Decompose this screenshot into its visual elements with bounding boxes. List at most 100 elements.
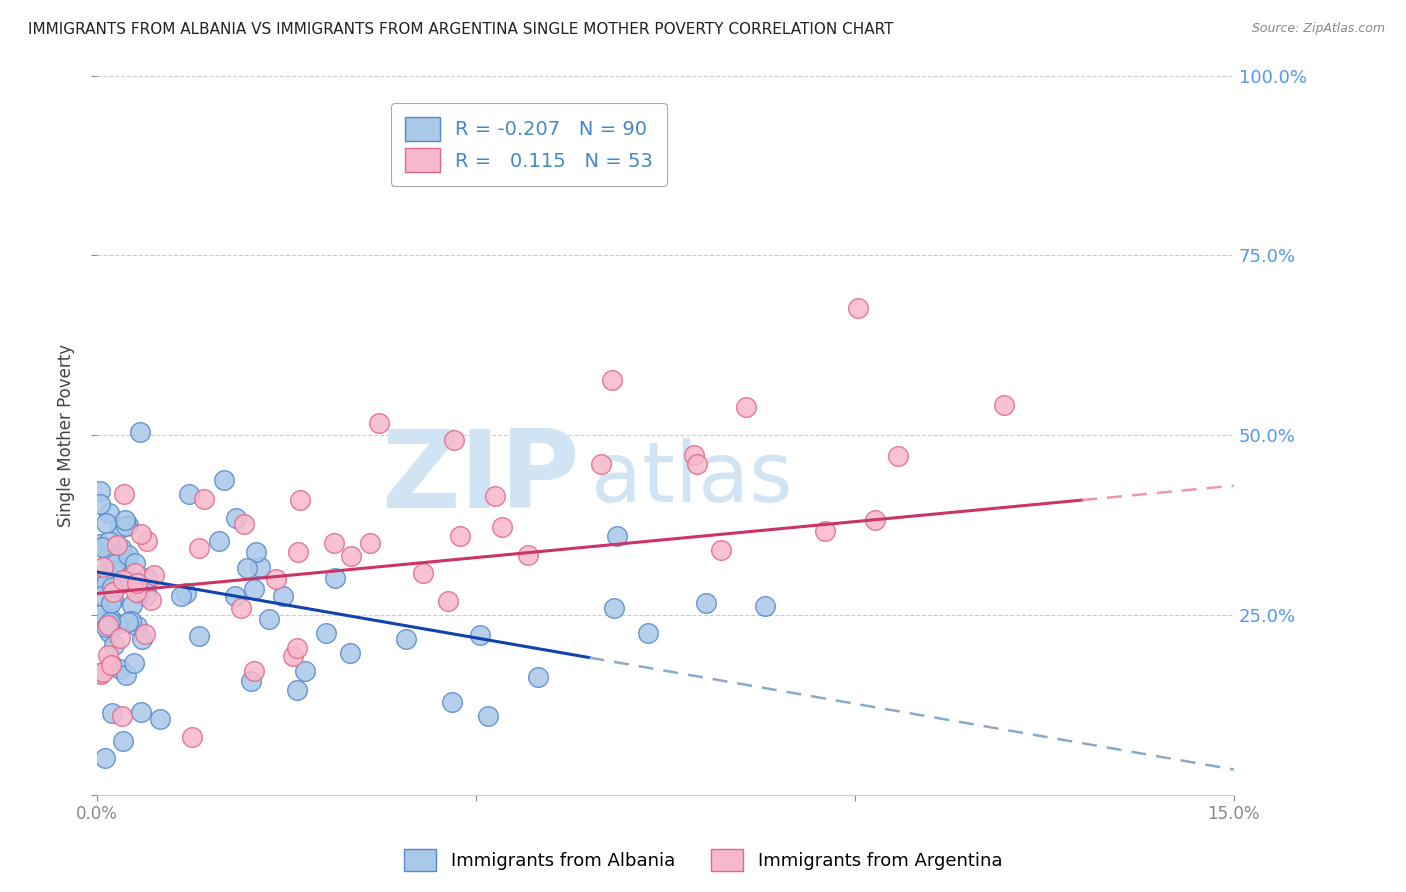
Point xyxy=(114,513,136,527)
Point xyxy=(436,594,458,608)
Point xyxy=(89,665,111,680)
Point xyxy=(117,615,139,629)
Point xyxy=(117,548,139,562)
Point xyxy=(149,712,172,726)
Point xyxy=(443,433,465,447)
Point xyxy=(193,491,215,506)
Point xyxy=(143,568,166,582)
Point xyxy=(249,559,271,574)
Point xyxy=(114,519,136,533)
Point xyxy=(89,536,111,550)
Point xyxy=(863,513,886,527)
Point xyxy=(887,450,910,464)
Point xyxy=(287,545,309,559)
Legend: Immigrants from Albania, Immigrants from Argentina: Immigrants from Albania, Immigrants from… xyxy=(396,842,1010,879)
Point xyxy=(107,578,129,592)
Y-axis label: Single Mother Poverty: Single Mother Poverty xyxy=(58,343,75,527)
Point xyxy=(121,598,143,612)
Point xyxy=(112,487,135,501)
Point xyxy=(103,561,125,575)
Point xyxy=(323,536,346,550)
Point xyxy=(491,520,513,534)
Point xyxy=(96,618,118,632)
Point xyxy=(177,487,200,501)
Point xyxy=(236,561,259,575)
Text: ZIP: ZIP xyxy=(381,425,579,532)
Point xyxy=(125,576,148,591)
Point xyxy=(517,549,540,563)
Point xyxy=(89,483,111,498)
Legend: R = -0.207   N = 90, R =   0.115   N = 53: R = -0.207 N = 90, R = 0.115 N = 53 xyxy=(391,103,666,186)
Point xyxy=(101,706,124,720)
Point xyxy=(141,593,163,607)
Point xyxy=(181,731,204,745)
Point xyxy=(127,619,149,633)
Point xyxy=(283,649,305,664)
Point xyxy=(187,629,209,643)
Point xyxy=(94,516,117,530)
Point xyxy=(97,549,120,563)
Point xyxy=(105,538,128,552)
Point xyxy=(128,584,150,599)
Point xyxy=(245,545,267,559)
Point xyxy=(135,590,157,604)
Point xyxy=(208,533,231,548)
Point xyxy=(110,662,132,676)
Point xyxy=(94,750,117,764)
Point xyxy=(110,631,132,645)
Point xyxy=(89,497,111,511)
Text: Source: ZipAtlas.com: Source: ZipAtlas.com xyxy=(1251,22,1385,36)
Point xyxy=(231,601,253,615)
Point xyxy=(100,569,122,583)
Point xyxy=(111,709,134,723)
Point xyxy=(484,489,506,503)
Point xyxy=(108,521,131,535)
Point xyxy=(98,506,121,520)
Point xyxy=(110,541,132,556)
Point xyxy=(368,417,391,431)
Point xyxy=(103,584,125,599)
Point xyxy=(129,705,152,719)
Point xyxy=(136,571,159,585)
Point xyxy=(124,557,146,571)
Point xyxy=(468,627,491,641)
Point xyxy=(287,683,309,698)
Point xyxy=(129,527,152,541)
Point xyxy=(112,734,135,748)
Point xyxy=(394,632,416,646)
Point xyxy=(315,626,337,640)
Point xyxy=(94,614,117,628)
Point xyxy=(97,534,120,549)
Point xyxy=(600,373,623,387)
Point xyxy=(754,599,776,614)
Point xyxy=(589,458,612,472)
Point xyxy=(104,558,127,572)
Point xyxy=(340,549,363,564)
Point xyxy=(993,398,1015,412)
Point xyxy=(233,517,256,532)
Point xyxy=(122,656,145,670)
Point xyxy=(91,665,114,679)
Point xyxy=(170,589,193,603)
Point xyxy=(848,301,870,316)
Point xyxy=(96,574,118,589)
Point xyxy=(100,657,122,672)
Point xyxy=(412,566,434,580)
Point xyxy=(97,624,120,639)
Point xyxy=(117,517,139,532)
Point xyxy=(129,425,152,440)
Point xyxy=(259,612,281,626)
Point xyxy=(91,590,114,604)
Point xyxy=(441,695,464,709)
Point xyxy=(91,559,114,574)
Text: atlas: atlas xyxy=(592,438,793,519)
Point xyxy=(242,582,264,596)
Point xyxy=(449,528,471,542)
Point xyxy=(101,658,124,673)
Point xyxy=(710,543,733,558)
Point xyxy=(339,646,361,660)
Point xyxy=(108,575,131,590)
Point xyxy=(90,667,112,681)
Point xyxy=(174,586,197,600)
Point xyxy=(294,665,316,679)
